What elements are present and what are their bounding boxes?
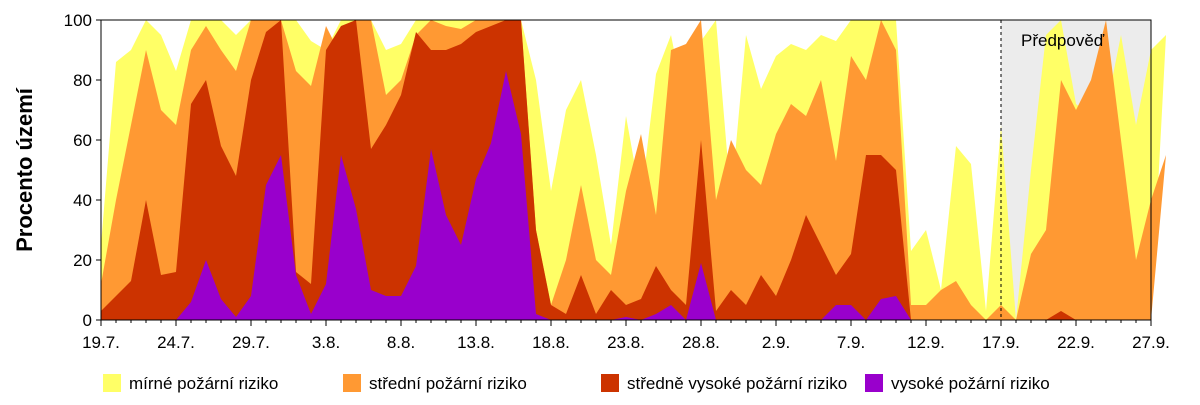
legend-swatch [103, 374, 121, 392]
legend: mírné požární riziko střední požární rizi… [103, 374, 1050, 393]
y-tick-label: 0 [83, 311, 92, 330]
x-tick-label: 8.8. [387, 333, 415, 352]
legend-item-4: vysoké požární riziko [865, 374, 1050, 393]
legend-item-3: středně vysoké požární riziko [601, 374, 847, 393]
y-tick-label: 20 [73, 251, 92, 270]
legend-item-1: mírné požární riziko [103, 374, 278, 393]
x-tick-label: 18.8. [532, 333, 570, 352]
forecast-label: Předpověď [1021, 31, 1105, 50]
x-tick-label: 29.7. [232, 333, 270, 352]
legend-swatch [343, 374, 361, 392]
x-tick-label: 28.8. [682, 333, 720, 352]
legend-item-2: střední požární riziko [343, 374, 527, 393]
x-tick-label: 13.8. [457, 333, 495, 352]
x-tick-label: 2.9. [762, 333, 790, 352]
y-tick-label: 40 [73, 191, 92, 210]
x-tick-label: 23.8. [607, 333, 645, 352]
legend-swatch [601, 374, 619, 392]
legend-label: středně vysoké požární riziko [627, 374, 847, 393]
y-tick-label: 100 [64, 11, 92, 30]
y-axis-label: Procento území [12, 87, 37, 252]
legend-label: mírné požární riziko [129, 374, 278, 393]
x-tick-label: 12.9. [907, 333, 945, 352]
x-tick-label: 22.9. [1057, 333, 1095, 352]
x-tick-label: 24.7. [157, 333, 195, 352]
x-tick-label: 7.9. [837, 333, 865, 352]
x-tick-label: 17.9. [982, 333, 1020, 352]
x-tick-label: 19.7. [82, 333, 120, 352]
series-area-4 [101, 71, 1166, 320]
y-tick-label: 80 [73, 71, 92, 90]
legend-label: střední požární riziko [369, 374, 527, 393]
legend-swatch [865, 374, 883, 392]
x-tick-label: 27.9. [1132, 333, 1170, 352]
x-tick-label: 3.8. [312, 333, 340, 352]
series-area-3 [101, 20, 1166, 320]
y-tick-label: 60 [73, 131, 92, 150]
legend-label: vysoké požární riziko [891, 374, 1050, 393]
